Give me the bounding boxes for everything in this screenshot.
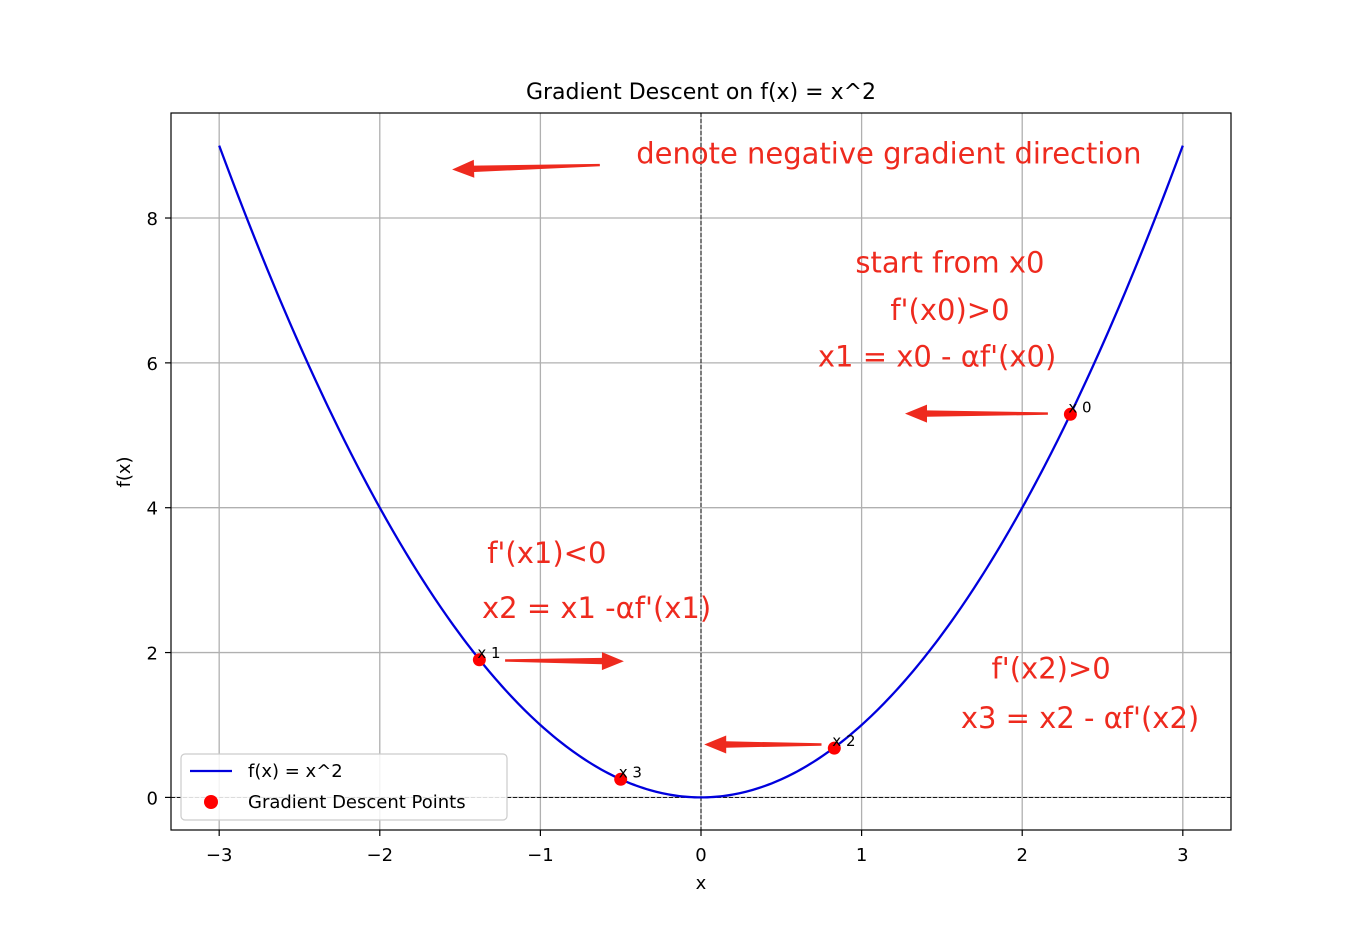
curve-layer	[218, 145, 1184, 799]
x-tick-label: 3	[1177, 845, 1188, 866]
gradient-arrow	[905, 404, 1048, 423]
annotation-text: f'(x2)>0	[992, 652, 1111, 686]
data-point-label: x 2	[832, 732, 855, 750]
annotations-layer: denote negative gradient direction start …	[482, 137, 1199, 735]
x-axis-ticks: −3 −2 −1 0 1 2 3	[206, 830, 1189, 866]
x-tick-label: 0	[695, 845, 706, 866]
annotation-text: x2 = x1 -αf'(x1)	[482, 591, 711, 625]
series-line-curve	[218, 145, 1184, 799]
gradient-arrow	[505, 652, 624, 671]
annotation-text: denote negative gradient direction	[636, 137, 1141, 171]
arrows-layer	[452, 159, 1048, 754]
annotation-text: f'(x1)<0	[487, 536, 606, 570]
data-point-label: x 0	[1068, 398, 1091, 416]
grid	[171, 113, 1231, 830]
x-tick-label: 1	[856, 845, 867, 866]
data-point	[1063, 407, 1077, 421]
y-axis-label: f(x)	[114, 456, 135, 487]
x-axis-label: x	[696, 873, 707, 894]
y-tick-label: 0	[147, 788, 158, 809]
gradient-arrow	[452, 159, 600, 178]
x-tick-label: −3	[206, 845, 233, 866]
legend-dot-swatch	[204, 795, 218, 809]
chart-title: Gradient Descent on f(x) = x^2	[526, 80, 876, 105]
y-tick-label: 2	[147, 644, 158, 665]
legend-label-curve: f(x) = x^2	[248, 761, 343, 782]
data-point	[472, 653, 486, 667]
annotation-text: x1 = x0 - αf'(x0)	[818, 339, 1056, 373]
y-tick-label: 8	[147, 209, 158, 230]
y-tick-label: 6	[147, 354, 158, 375]
data-point	[827, 741, 841, 755]
data-point-label: x 1	[477, 644, 500, 662]
points-layer: x 0 x 1 x 2 x 3	[472, 398, 1092, 786]
x-tick-label: −1	[527, 845, 554, 866]
x-tick-label: 2	[1016, 845, 1027, 866]
y-axis-ticks: 0 2 4 6 8	[147, 209, 171, 809]
legend-box	[180, 753, 508, 821]
data-point-label: x 3	[619, 763, 642, 781]
gradient-arrow	[704, 735, 822, 754]
annotation-text: start from x0	[855, 245, 1044, 279]
legend-label-points: Gradient Descent Points	[248, 792, 466, 813]
data-point	[614, 772, 628, 786]
annotation-text: x3 = x2 - αf'(x2)	[961, 701, 1199, 735]
y-tick-label: 4	[147, 499, 158, 520]
annotation-text: f'(x0)>0	[890, 293, 1009, 327]
x-tick-label: −2	[367, 845, 394, 866]
legend: f(x) = x^2 Gradient Descent Points	[180, 753, 508, 821]
